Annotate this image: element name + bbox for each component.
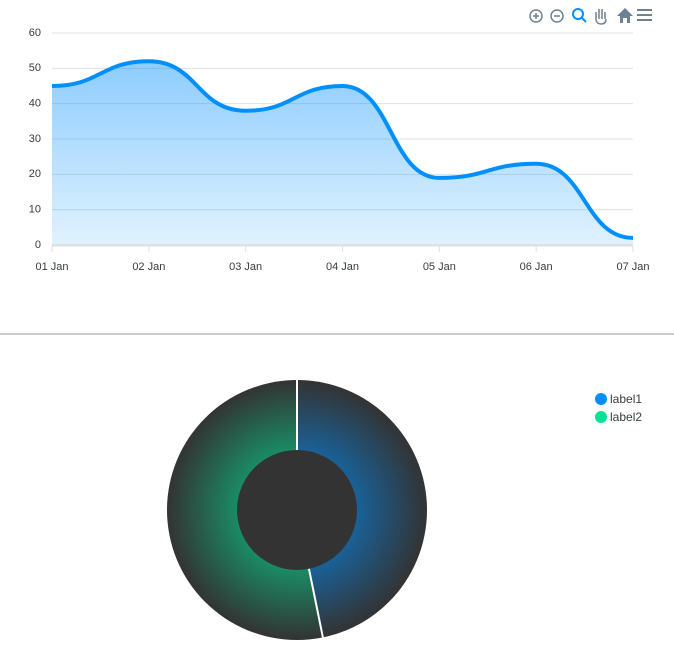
zoom-in-button[interactable] xyxy=(529,9,543,23)
x-tick-label: 02 Jan xyxy=(132,261,165,273)
menu-button[interactable] xyxy=(637,9,652,21)
y-tick-label: 0 xyxy=(35,239,41,251)
toolbar xyxy=(529,8,652,25)
legend-item[interactable]: label1 xyxy=(595,392,642,406)
y-tick-label: 10 xyxy=(29,204,41,216)
pan-button[interactable] xyxy=(595,9,607,25)
legend-label: label2 xyxy=(610,410,642,424)
home-button[interactable] xyxy=(617,8,633,23)
x-tick-label: 01 Jan xyxy=(35,261,68,273)
x-tick-label: 07 Jan xyxy=(616,261,649,273)
y-tick-label: 50 xyxy=(29,62,41,74)
donut-segment xyxy=(166,380,323,641)
legend-label: label1 xyxy=(610,392,642,406)
zoom-button[interactable] xyxy=(572,8,587,23)
area-line xyxy=(51,59,634,240)
legend-marker xyxy=(595,393,607,405)
legend-marker xyxy=(595,411,607,423)
y-tick-label: 60 xyxy=(29,27,41,39)
y-tick-label: 40 xyxy=(29,98,41,110)
x-tick-label: 05 Jan xyxy=(423,261,456,273)
donut-segment xyxy=(297,380,427,638)
x-tick-label: 06 Jan xyxy=(520,261,553,273)
x-tick-label: 03 Jan xyxy=(229,261,262,273)
y-tick-label: 30 xyxy=(29,133,41,145)
legend-item[interactable]: label2 xyxy=(595,410,642,424)
area-fill xyxy=(52,61,633,246)
zoom-out-button[interactable] xyxy=(550,9,564,23)
segment-separator xyxy=(307,568,324,638)
x-tick-label: 04 Jan xyxy=(326,261,359,273)
y-tick-label: 20 xyxy=(29,168,41,180)
